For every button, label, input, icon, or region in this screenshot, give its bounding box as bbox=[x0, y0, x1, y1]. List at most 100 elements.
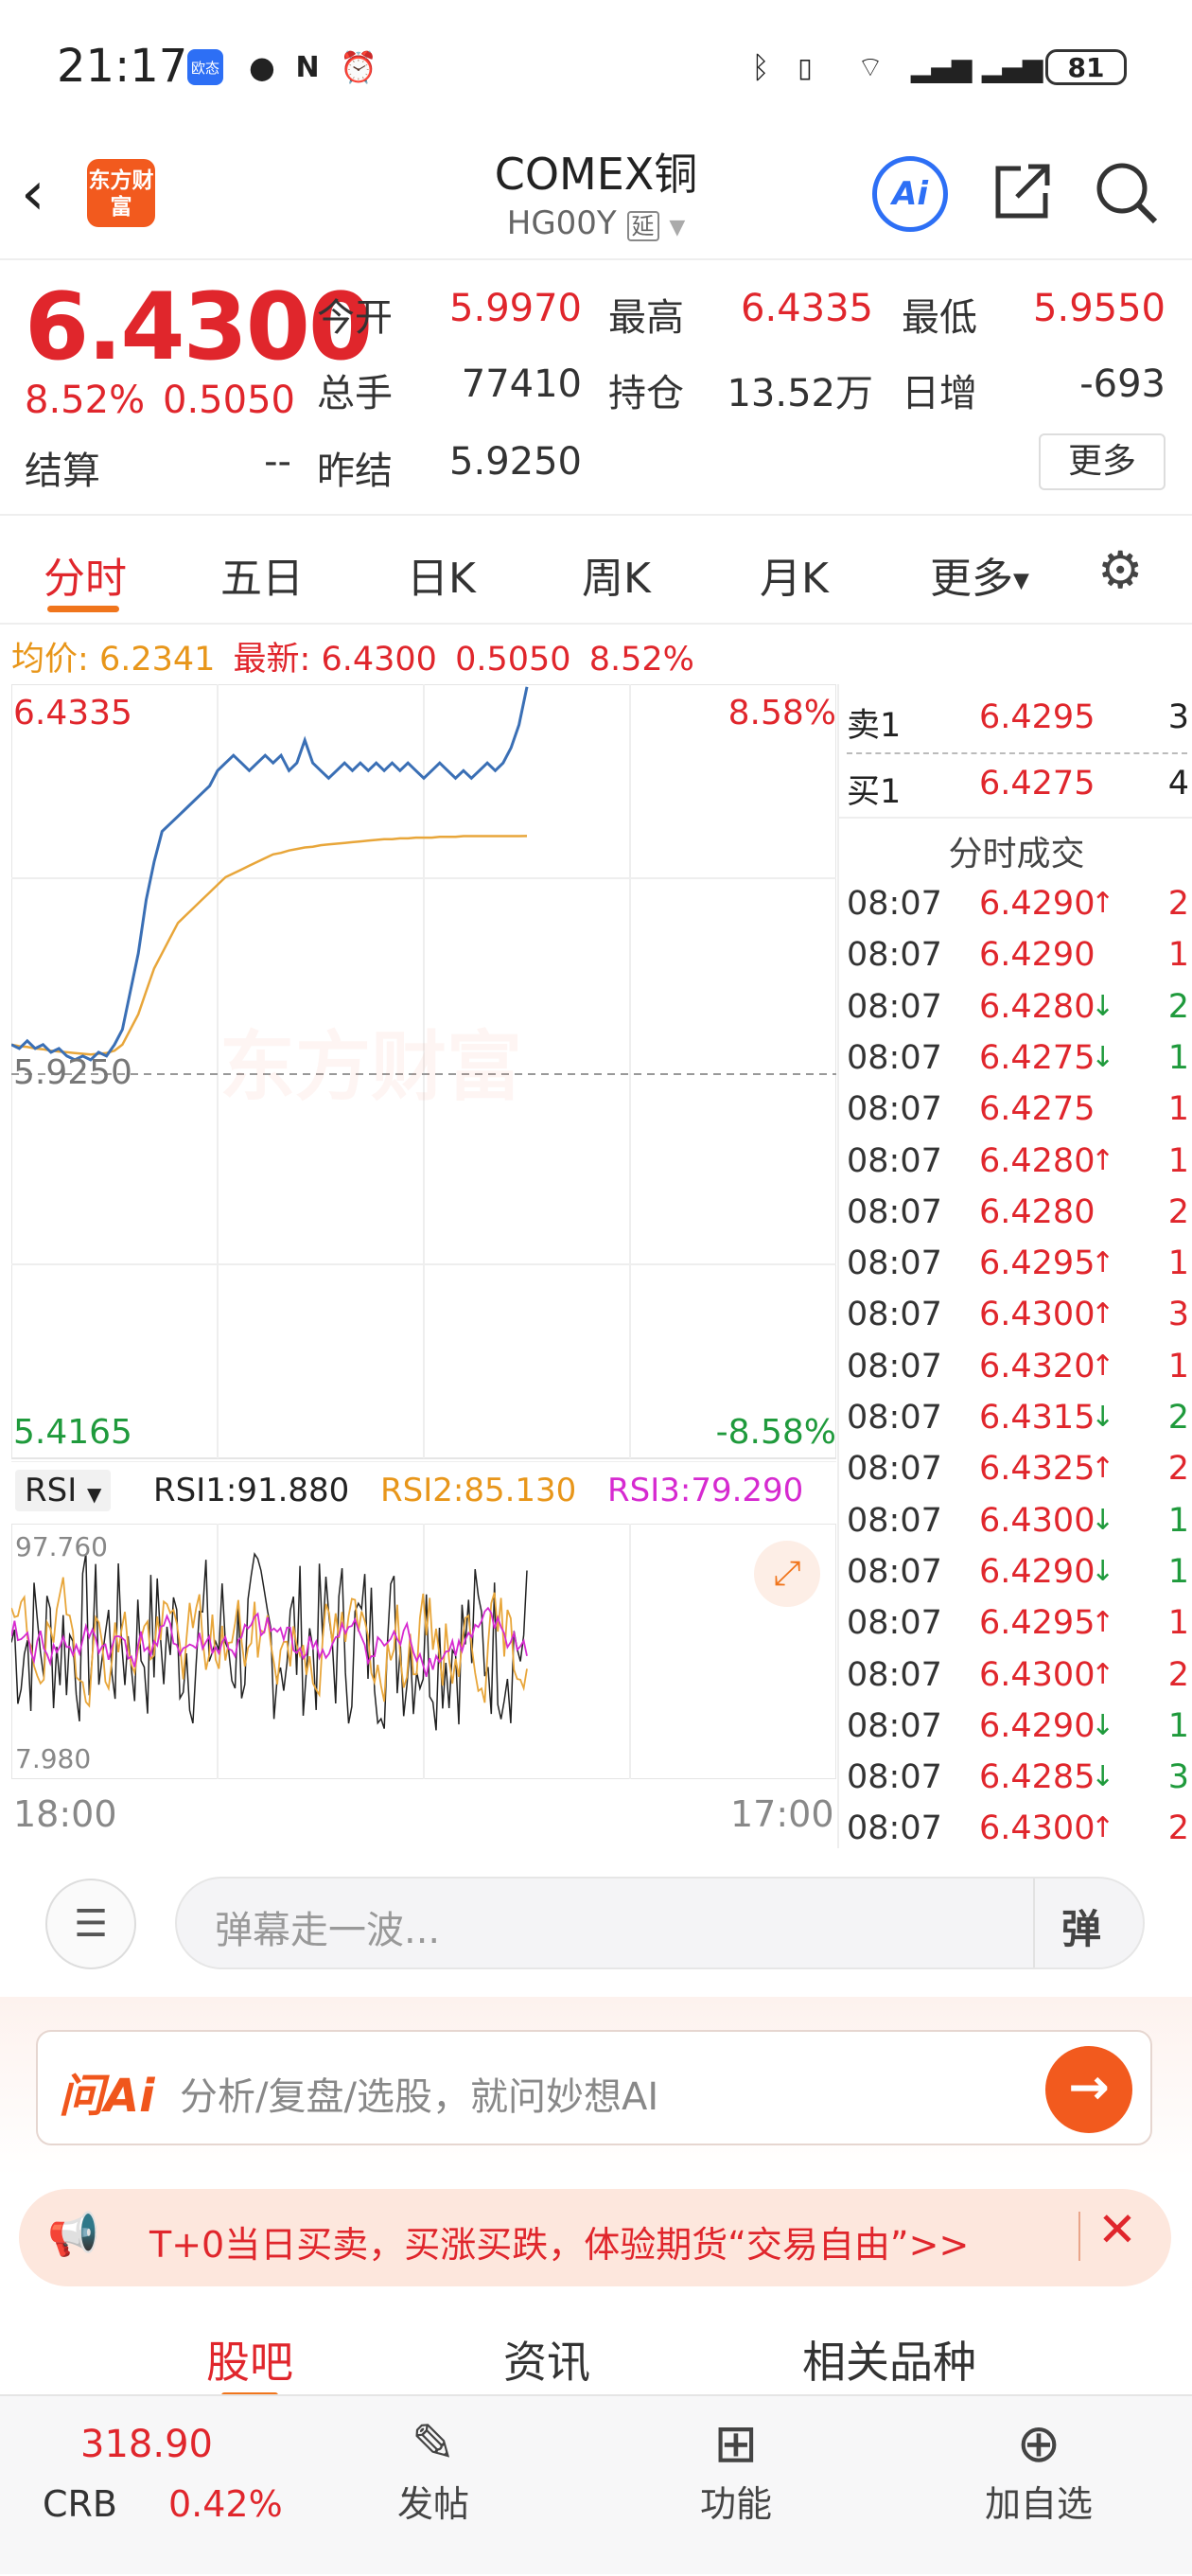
trade-time: 08:07 bbox=[847, 1192, 942, 1231]
rsi-svg bbox=[10, 1523, 837, 1780]
tab-intraday[interactable]: 分时 bbox=[44, 555, 127, 603]
prev-settle-value: 5.9250 bbox=[449, 440, 582, 484]
trade-time: 08:07 bbox=[847, 987, 942, 1026]
post-button[interactable]: ✎ 发帖 bbox=[339, 2396, 528, 2576]
trade-price: 6.4325 bbox=[979, 1450, 1096, 1489]
tab-weekly-k[interactable]: 周K bbox=[582, 555, 651, 603]
trade-row: 08:07 6.4300 ↑ 3 bbox=[847, 1296, 1192, 1347]
sell-vol: 3 bbox=[1167, 698, 1189, 736]
trade-time: 08:07 bbox=[847, 1706, 942, 1745]
order-book: 卖1 6.4295 3 买1 6.4275 4 分时成交 08:07 6.4290… bbox=[837, 684, 1192, 1848]
add-watchlist-button[interactable]: ⊕ 加自选 bbox=[944, 2396, 1133, 2576]
danmu-input[interactable]: 弹幕走一波... 弹 bbox=[175, 1877, 1145, 1969]
trade-time: 08:07 bbox=[847, 1450, 942, 1489]
trade-price: 6.4280 bbox=[979, 987, 1096, 1026]
trade-row: 08:07 6.4300 ↓ 1 bbox=[847, 1502, 1192, 1553]
trade-vol: 1 bbox=[1167, 936, 1189, 975]
low-label: 最低 bbox=[902, 296, 977, 340]
trade-time: 08:07 bbox=[847, 1399, 942, 1437]
rsi-chart[interactable]: 97.760 7.980 ⤢ bbox=[10, 1523, 837, 1780]
trade-vol: 1 bbox=[1167, 1347, 1189, 1385]
caret-icon: ▼ bbox=[1013, 569, 1029, 593]
trade-price: 6.4280 bbox=[979, 1192, 1096, 1231]
chevron-down-icon[interactable]: ▼ bbox=[669, 216, 686, 239]
app-badge-icon: 欧态 bbox=[187, 49, 223, 85]
trade-row: 08:07 6.4290 1 bbox=[847, 936, 1192, 987]
trade-time: 08:07 bbox=[847, 936, 942, 975]
signal-2-icon: ▂▄▆ bbox=[981, 51, 1043, 83]
trade-time: 08:07 bbox=[847, 1604, 942, 1643]
content-tabs: 股吧 资讯 相关品种 bbox=[0, 2300, 1192, 2398]
info-line: 均价: 6.2341 最新: 6.4300 0.5050 8.52% bbox=[11, 632, 694, 680]
trade-price: 6.4300 bbox=[979, 1655, 1096, 1694]
rsi-max-label: 97.760 bbox=[15, 1531, 108, 1562]
status-bar: 21:17 欧态 ● N ⏰ ᛒ ▯ ⌔ ▂▄▆ ▂▄▆ 81 bbox=[0, 0, 1192, 132]
battery-icon: 81 bbox=[1045, 49, 1127, 85]
high-label: 最高 bbox=[608, 296, 684, 340]
promo-banner[interactable]: 📢 T+0当日买卖，买涨买跌，体验期货“交易自由”>> ✕ bbox=[19, 2189, 1171, 2286]
sell-price: 6.4295 bbox=[979, 698, 1096, 736]
tab-related[interactable]: 相关品种 bbox=[802, 2337, 976, 2388]
trade-vol: 2 bbox=[1167, 1450, 1189, 1489]
function-button[interactable]: ⊞ 功能 bbox=[641, 2396, 831, 2576]
trade-price: 6.4290 bbox=[979, 1706, 1096, 1745]
intraday-chart[interactable]: 东方财富 6.4335 8.58% 5.9250 5.4165 -8.58% bbox=[11, 684, 836, 1462]
expand-icon[interactable]: ⤢ bbox=[754, 1541, 820, 1607]
latest-value: 6.4300 bbox=[321, 641, 437, 679]
crb-ticker[interactable]: 318.90 CRB 0.42% bbox=[19, 2396, 284, 2576]
ai-placeholder: 分析/复盘/选股，就问妙想AI bbox=[180, 2075, 659, 2119]
buy-vol: 4 bbox=[1167, 765, 1189, 803]
function-label: 功能 bbox=[699, 2483, 772, 2525]
trade-row: 08:07 6.4290 ↓ 1 bbox=[847, 1553, 1192, 1604]
back-icon[interactable]: ‹ bbox=[21, 159, 45, 229]
tab-guba[interactable]: 股吧 bbox=[206, 2337, 293, 2388]
more-button[interactable]: 更多 bbox=[1039, 433, 1166, 490]
trade-direction-icon: ↓ bbox=[1091, 1708, 1115, 1742]
watermark: 东方财富 bbox=[219, 1023, 522, 1111]
settings-gear-icon[interactable]: ⚙ bbox=[1097, 540, 1144, 600]
tab-five-day[interactable]: 五日 bbox=[220, 555, 304, 603]
trade-row: 08:07 6.4295 ↑ 1 bbox=[847, 1604, 1192, 1655]
change-pct: 8.52% bbox=[25, 379, 146, 422]
tab-daily-k[interactable]: 日K bbox=[407, 555, 476, 603]
period-tabs: 分时 五日 日K 周K 月K 更多▼ ⚙ bbox=[0, 516, 1192, 625]
trade-row: 08:07 6.4300 ↑ 2 bbox=[847, 1656, 1192, 1707]
alarm-icon: ⏰ bbox=[340, 49, 377, 85]
close-icon[interactable]: ✕ bbox=[1097, 2202, 1137, 2257]
trade-price: 6.4300 bbox=[979, 1809, 1096, 1848]
trade-time: 08:07 bbox=[847, 1244, 942, 1283]
trade-time: 08:07 bbox=[847, 1347, 942, 1385]
trade-row: 08:07 6.4290 ↓ 1 bbox=[847, 1707, 1192, 1758]
buy-price: 6.4275 bbox=[979, 765, 1096, 803]
rsi-min-label: 7.980 bbox=[15, 1743, 92, 1774]
ai-button[interactable]: Ai bbox=[872, 156, 948, 232]
danmu-toggle-icon[interactable]: 弹 bbox=[1061, 1906, 1102, 1952]
ai-input-box[interactable]: 问Ai 分析/复盘/选股，就问妙想AI → bbox=[36, 2030, 1152, 2145]
trade-row: 08:07 6.4290 ↑ 2 bbox=[847, 885, 1192, 936]
bottom-price-label: 5.4165 bbox=[13, 1413, 132, 1452]
trade-vol: 2 bbox=[1167, 1192, 1189, 1231]
trade-row: 08:07 6.4275 ↓ 1 bbox=[847, 1039, 1192, 1090]
trade-price: 6.4315 bbox=[979, 1399, 1096, 1437]
trade-row: 08:07 6.4280 ↑ 1 bbox=[847, 1142, 1192, 1193]
arrow-right-icon[interactable]: → bbox=[1045, 2046, 1132, 2133]
top-pct-label: 8.58% bbox=[727, 694, 836, 732]
trade-time: 08:07 bbox=[847, 1655, 942, 1694]
rsi-header: RSI ▼ RSI1:91.880 RSI2:85.130 RSI3:79.29… bbox=[11, 1462, 836, 1519]
tab-news[interactable]: 资讯 bbox=[503, 2337, 590, 2388]
grid-icon: ⊞ bbox=[713, 2413, 759, 2475]
trade-price: 6.4300 bbox=[979, 1296, 1096, 1334]
trade-time: 08:07 bbox=[847, 885, 942, 923]
oi-label: 持仓 bbox=[608, 372, 684, 415]
tab-monthly-k[interactable]: 月K bbox=[760, 555, 829, 603]
rsi-selector[interactable]: RSI ▼ bbox=[15, 1470, 112, 1511]
search-icon[interactable] bbox=[1093, 159, 1161, 227]
trade-time: 08:07 bbox=[847, 1758, 942, 1797]
danmu-settings-icon[interactable]: ☰ bbox=[45, 1879, 136, 1969]
tab-more[interactable]: 更多▼ bbox=[930, 544, 1029, 605]
trade-vol: 1 bbox=[1167, 1501, 1189, 1540]
trade-price: 6.4275 bbox=[979, 1090, 1096, 1129]
share-icon[interactable] bbox=[989, 159, 1055, 225]
oi-value: 13.52万 bbox=[727, 372, 873, 415]
ai-logo: 问Ai bbox=[59, 2070, 155, 2123]
